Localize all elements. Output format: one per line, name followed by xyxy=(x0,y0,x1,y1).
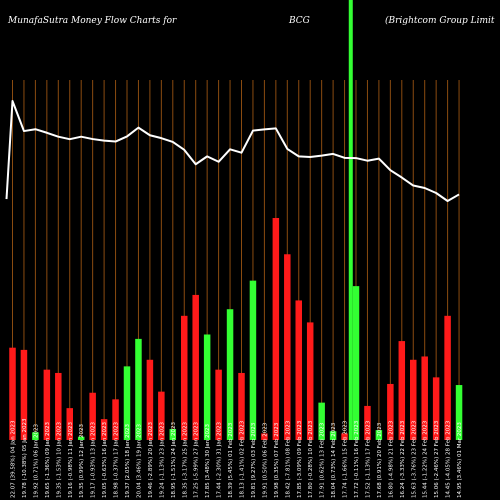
price-line xyxy=(5,100,460,202)
money-flow-bar xyxy=(158,391,165,440)
money-flow-bar xyxy=(32,432,39,440)
money-flow-bar xyxy=(100,419,108,440)
money-flow-bar xyxy=(66,408,73,440)
x-tick-label: 19.65 (-1.36%) 09 Jan 2023 xyxy=(45,422,51,498)
money-flow-bar xyxy=(387,383,394,440)
x-tick-label: 15.06 (-2.46%) 27 Feb 2023 xyxy=(434,420,440,498)
x-tick-label: 19.98 (0.35%) 07 Feb 2023 xyxy=(274,422,280,498)
money-flow-bar xyxy=(181,315,188,440)
x-tick-label: 14.45 (-4.05%) 28 Feb 2023 xyxy=(446,420,452,498)
x-tick-label: 18.04 (0.73%) 14 Feb 2023 xyxy=(331,422,337,498)
x-tick-label: 18.42 (-7.81%) 08 Feb 2023 xyxy=(285,420,291,498)
x-tick-label: 18.39 (5.45%) 01 Feb 2023 xyxy=(228,422,234,498)
money-flow-bar xyxy=(43,369,51,440)
money-flow-bar xyxy=(272,218,280,440)
money-flow-bar xyxy=(9,347,16,440)
x-tick-label: 17.25 (-5.99%) 27 Jan 2023 xyxy=(194,422,200,498)
x-tick-label: 16.24 (-3.33%) 22 Feb 2023 xyxy=(400,420,406,498)
chart-title-symbol: BCG xyxy=(288,16,310,26)
money-flow-bar xyxy=(432,377,440,440)
money-flow-bar xyxy=(341,433,348,440)
x-tick-label: 17.44 (-2.30%) 31 Jan 2023 xyxy=(217,422,223,498)
money-flow-bar xyxy=(146,359,154,440)
x-tick-label: 22.07 (39.58%) 04 Jan 2023 xyxy=(11,420,17,498)
x-tick-label: 19.46 (-2.89%) 20 Jan 2023 xyxy=(148,422,154,498)
x-tick-label: 17.68 (0.91%) 20 Feb 2023 xyxy=(377,422,383,498)
money-flow-bar xyxy=(123,366,131,440)
money-flow-bar xyxy=(226,309,234,440)
x-tick-label: 19.35 (0.99%) 12 Jan 2023 xyxy=(79,424,85,498)
x-tick-labels: 22.07 (39.58%) 04 Jan 2023 19.78 (-10.38%… xyxy=(11,418,464,498)
x-tick-label: 17.74 (-1.66%) 15 Feb 2023 xyxy=(343,420,349,498)
money-flow-bar xyxy=(112,399,119,440)
money-flow-bar xyxy=(284,254,291,440)
x-tick-label: 19.81 (9.27%) 03 Feb 2023 xyxy=(251,422,257,498)
money-flow-bar xyxy=(318,402,325,440)
chart-title-left: MunafaSutra Money Flow Charts for xyxy=(7,16,177,26)
money-flow-bar xyxy=(169,429,177,440)
money-flow-bar xyxy=(261,433,268,440)
money-flow-bar xyxy=(329,431,337,440)
x-tick-label: 16.80 (-4.98%) 21 Feb 2023 xyxy=(388,420,394,498)
chart-title-company: (Brightcom Group Limit xyxy=(385,15,495,26)
x-tick-label: 18.98 (-0.37%) 17 Jan 2023 xyxy=(114,422,120,498)
money-flow-bar xyxy=(192,294,199,440)
money-flow-bar xyxy=(249,280,257,440)
highlight-marker-line xyxy=(348,0,353,440)
x-tick-label: 17.52 (-1.13%) 17 Feb 2023 xyxy=(365,420,371,498)
x-tick-label: 15.63 (-3.76%) 23 Feb 2023 xyxy=(411,420,417,498)
x-tick-label: 17.72 (-0.11%) 16 Feb 2023 xyxy=(354,420,360,498)
money-flow-bar xyxy=(444,315,451,440)
money-flow-bar xyxy=(238,372,245,440)
x-tick-label: 19.05 (-0.63%) 16 Jan 2023 xyxy=(102,422,108,498)
x-tick-label: 19.37 (2.05%) 18 Jan 2023 xyxy=(125,424,131,498)
x-tick-label: 19.16 (-0.98%) 11 Jan 2023 xyxy=(68,422,74,498)
x-tick-label: 18.13 (-1.41%) 02 Feb 2023 xyxy=(240,420,246,498)
x-tick-label: 19.17 (-0.93%) 13 Jan 2023 xyxy=(91,422,97,498)
money-flow-bar xyxy=(55,372,62,440)
money-flow-bar xyxy=(215,369,222,440)
x-tick-label: 18.95 (-1.51%) 24 Jan 2023 xyxy=(171,422,177,498)
x-tick-label: 17.80 (-0.28%) 10 Feb 2023 xyxy=(308,420,314,498)
price-line-layer xyxy=(5,100,460,202)
x-tick-label: 20.04 (3.46%) 19 Jan 2023 xyxy=(136,424,142,498)
money-flow-bars xyxy=(9,218,463,440)
x-tick-label: 18.35 (-3.17%) 25 Jan 2023 xyxy=(182,422,188,498)
money-flow-bar xyxy=(203,334,211,440)
x-tick-label: 17.91 (0.62%) 13 Feb 2023 xyxy=(320,422,326,498)
money-flow-bar xyxy=(410,359,417,440)
money-flow-bar xyxy=(295,300,302,440)
x-tick-label: 17.85 (-3.09%) 09 Feb 2023 xyxy=(297,420,303,498)
x-tick-label: 19.24 (-1.13%) 23 Jan 2023 xyxy=(159,422,165,498)
x-tick-label: 14.95 (3.46%) 01 Mar 2023 xyxy=(457,422,463,498)
x-tick-label: 19.35 (-1.53%) 10 Jan 2023 xyxy=(56,422,62,498)
money-flow-bar xyxy=(306,322,314,440)
money-flow-bar xyxy=(89,392,96,440)
money-flow-bar xyxy=(455,385,463,440)
money-flow-bar xyxy=(77,436,85,440)
x-tick-label: 15.44 (-1.22%) 24 Feb 2023 xyxy=(423,420,429,498)
money-flow-bar xyxy=(421,356,428,440)
money-flow-bar xyxy=(20,349,28,440)
money-flow-bar xyxy=(398,341,406,440)
x-tick-label: 19.91 (0.50%) 06 Feb 2023 xyxy=(262,422,268,498)
money-flow-bar xyxy=(135,338,142,440)
money-flow-bar xyxy=(364,405,371,440)
x-tick-label: 19.78 (-10.38%) 05 Jan 2023 xyxy=(22,418,28,498)
x-tick-label: 19.92 (0.71%) 06 Jan 2023 xyxy=(33,424,39,498)
money-flow-bar xyxy=(352,286,360,440)
x-tick-label: 17.85 (3.48%) 30 Jan 2023 xyxy=(205,424,211,498)
money-flow-bar xyxy=(375,430,383,440)
